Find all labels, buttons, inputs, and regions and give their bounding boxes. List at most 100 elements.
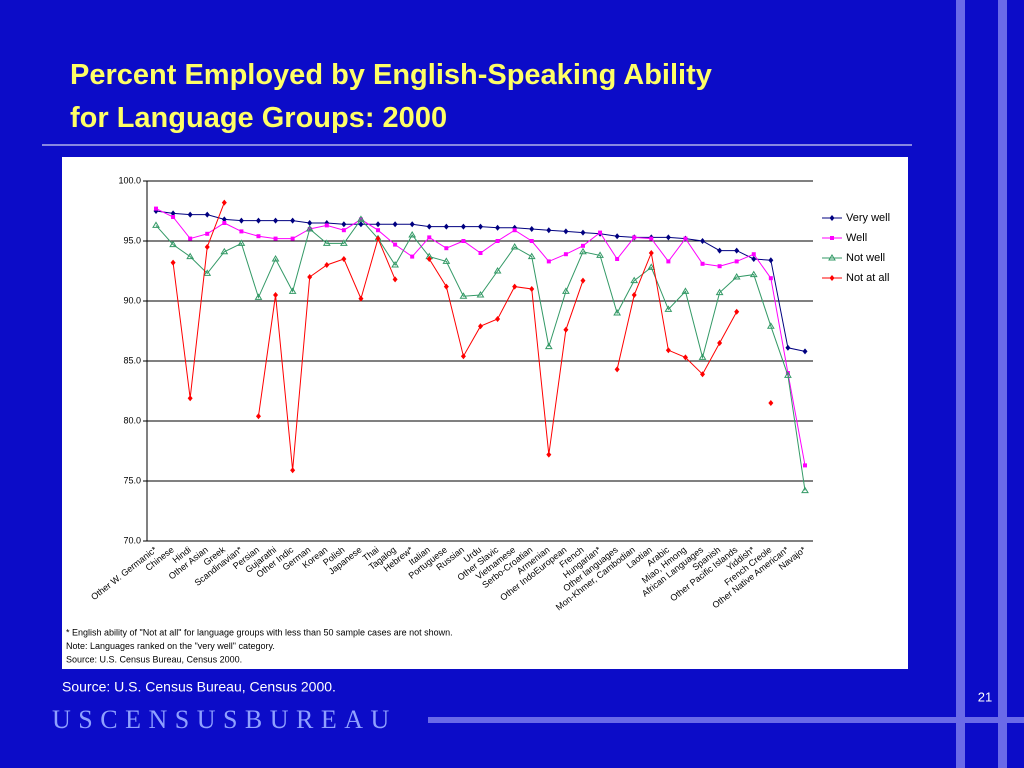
- point: [715, 288, 724, 296]
- point: [734, 259, 739, 264]
- chart-note: Source: U.S. Census Bureau, Census 2000.: [66, 654, 242, 664]
- point: [221, 199, 227, 206]
- point: [426, 256, 432, 262]
- point: [443, 283, 449, 290]
- point: [238, 217, 244, 224]
- point: [444, 246, 449, 251]
- point: [290, 467, 296, 474]
- point: [631, 292, 637, 298]
- point: [700, 371, 706, 378]
- point: [254, 293, 263, 300]
- point: [255, 217, 261, 224]
- point: [307, 220, 313, 226]
- point: [596, 251, 604, 258]
- point: [256, 234, 261, 239]
- point: [632, 235, 637, 240]
- point: [237, 239, 246, 246]
- point: [288, 287, 297, 294]
- point: [170, 210, 176, 217]
- point: [529, 239, 534, 243]
- point: [700, 261, 705, 266]
- point: [734, 308, 740, 315]
- page-number: 21: [978, 689, 992, 704]
- point: [830, 236, 834, 240]
- point: [375, 235, 381, 242]
- point: [305, 225, 314, 232]
- point: [647, 263, 656, 270]
- point: [717, 340, 723, 346]
- point: [751, 252, 756, 257]
- point: [529, 286, 535, 292]
- point: [580, 243, 585, 248]
- point: [527, 252, 536, 260]
- point: [273, 217, 279, 224]
- point: [579, 247, 587, 255]
- point: [341, 228, 346, 233]
- point: [442, 257, 451, 264]
- point: [341, 221, 347, 228]
- point: [766, 322, 775, 329]
- point: [170, 259, 176, 266]
- point: [546, 259, 551, 264]
- point: [221, 216, 227, 223]
- point: [187, 395, 193, 402]
- point: [203, 269, 212, 276]
- point: [495, 316, 501, 322]
- point: [732, 273, 741, 280]
- point: [204, 244, 210, 250]
- point: [563, 228, 569, 235]
- y-tick-label: 95.0: [123, 235, 141, 245]
- legend-label: Very well: [846, 212, 890, 224]
- deco-stripe: [956, 0, 965, 768]
- point: [717, 264, 722, 269]
- point: [666, 259, 671, 264]
- point: [186, 252, 195, 260]
- point: [307, 274, 313, 280]
- point: [648, 250, 654, 256]
- point: [630, 276, 639, 284]
- point: [426, 223, 432, 230]
- series-line: [155, 218, 806, 491]
- point: [563, 252, 568, 257]
- point: [683, 236, 688, 241]
- point: [443, 223, 449, 230]
- point: [322, 239, 331, 246]
- point: [682, 354, 688, 361]
- point: [717, 247, 723, 254]
- point: [391, 261, 399, 268]
- point: [546, 227, 552, 234]
- point: [460, 223, 466, 230]
- point: [476, 291, 485, 298]
- point: [546, 451, 552, 458]
- point: [801, 486, 809, 494]
- footer-rule: [428, 717, 1024, 723]
- point: [393, 242, 398, 247]
- point: [749, 270, 758, 278]
- y-tick-label: 70.0: [123, 535, 141, 545]
- point: [829, 275, 835, 281]
- y-tick-label: 100.0: [118, 175, 141, 185]
- point: [681, 287, 690, 294]
- legend-label: Well: [846, 232, 867, 244]
- point: [562, 287, 570, 294]
- point: [510, 243, 519, 250]
- point: [154, 206, 158, 211]
- point: [410, 254, 415, 259]
- point: [255, 413, 261, 420]
- point: [220, 247, 229, 255]
- point: [273, 236, 278, 241]
- point: [271, 255, 280, 262]
- legend-label: Not well: [846, 252, 885, 264]
- slide-title: Percent Employed by English-Speaking Abi…: [70, 59, 712, 134]
- point: [665, 347, 671, 354]
- point: [768, 276, 773, 281]
- point: [339, 239, 348, 246]
- point: [734, 247, 740, 254]
- point: [563, 326, 569, 333]
- point: [580, 229, 586, 236]
- chart-area: [62, 157, 908, 669]
- point: [493, 267, 502, 274]
- point: [785, 344, 791, 351]
